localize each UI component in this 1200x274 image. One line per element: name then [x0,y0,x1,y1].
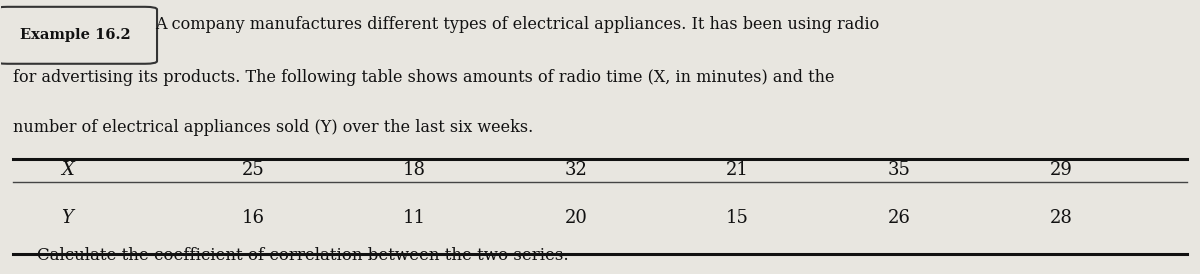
Text: 29: 29 [1050,161,1073,179]
Text: 32: 32 [565,161,588,179]
Text: Y: Y [61,209,73,227]
Text: 25: 25 [241,161,264,179]
Text: Calculate the coefficient of correlation between the two series.: Calculate the coefficient of correlation… [37,247,569,264]
Text: number of electrical appliances sold (Y) over the last six weeks.: number of electrical appliances sold (Y)… [13,119,534,136]
Text: for advertising its products. The following table shows amounts of radio time (X: for advertising its products. The follow… [13,69,835,86]
Text: 20: 20 [565,209,588,227]
Text: 21: 21 [726,161,749,179]
Text: 18: 18 [403,161,426,179]
FancyBboxPatch shape [0,7,157,64]
Text: A company manufactures different types of electrical appliances. It has been usi: A company manufactures different types o… [155,16,878,33]
Text: 26: 26 [888,209,911,227]
Text: 11: 11 [403,209,426,227]
Text: 15: 15 [726,209,749,227]
Text: 35: 35 [888,161,911,179]
Text: 28: 28 [1050,209,1073,227]
Text: Example 16.2: Example 16.2 [20,28,131,42]
Text: 16: 16 [241,209,264,227]
Text: X: X [61,161,73,179]
